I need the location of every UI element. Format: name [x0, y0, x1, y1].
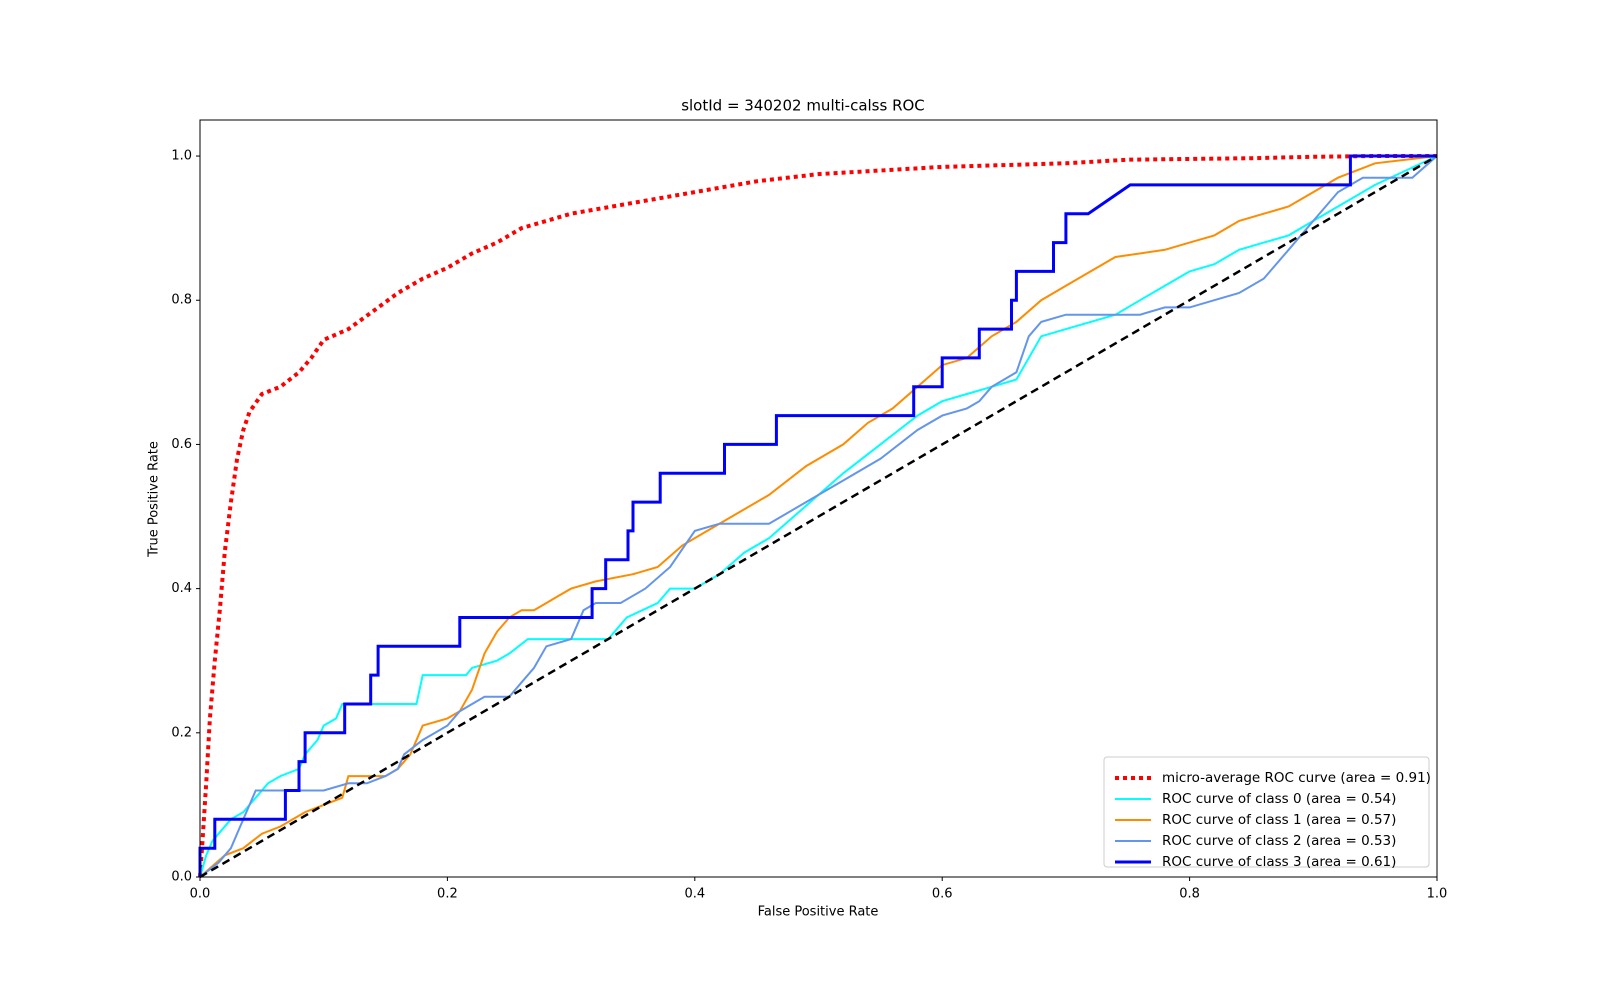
x-tick-label: 0.8 [1179, 887, 1200, 902]
y-tick-label: 0.0 [171, 870, 192, 885]
series-line-1 [199, 155, 1438, 878]
y-tick-label: 0.8 [171, 293, 192, 308]
chance-diagonal-line [199, 154, 1438, 879]
legend: micro-average ROC curve (area = 0.91) ROC… [1103, 756, 1431, 870]
series-layer [198, 154, 1438, 879]
chart-title: slotId = 340202 multi-calss ROC [681, 97, 925, 115]
x-tick-label: 0.4 [684, 887, 705, 902]
x-axis: 0.0 0.2 0.4 0.6 0.8 1.0 [190, 877, 1448, 902]
series-line-4 [198, 154, 1437, 877]
y-tick-label: 1.0 [171, 149, 192, 164]
x-tick-label: 0.6 [932, 887, 953, 902]
x-tick-label: 0.2 [437, 887, 458, 902]
legend-label-1: ROC curve of class 0 (area = 0.54) [1162, 791, 1396, 807]
y-tick-label: 0.2 [171, 725, 192, 740]
legend-label-4: ROC curve of class 3 (area = 0.61) [1162, 854, 1396, 870]
legend-label-2: ROC curve of class 1 (area = 0.57) [1162, 812, 1396, 828]
series-line-3 [199, 155, 1438, 878]
y-tick-label: 0.4 [171, 581, 192, 596]
series-line-2 [199, 155, 1438, 878]
x-axis-label: False Positive Rate [758, 905, 879, 920]
x-tick-label: 1.0 [1427, 887, 1448, 902]
legend-box [1103, 756, 1430, 868]
axes-frame [199, 119, 1438, 878]
legend-label-0: micro-average ROC curve (area = 0.91) [1162, 770, 1431, 786]
plot-area [198, 119, 1438, 879]
legend-label-3: ROC curve of class 2 (area = 0.53) [1162, 833, 1396, 849]
y-axis-label: True Positive Rate [147, 441, 162, 558]
y-axis: 0.0 0.2 0.4 0.6 0.8 1.0 [171, 149, 200, 885]
y-tick-label: 0.6 [171, 437, 192, 452]
x-tick-label: 0.0 [190, 887, 211, 902]
